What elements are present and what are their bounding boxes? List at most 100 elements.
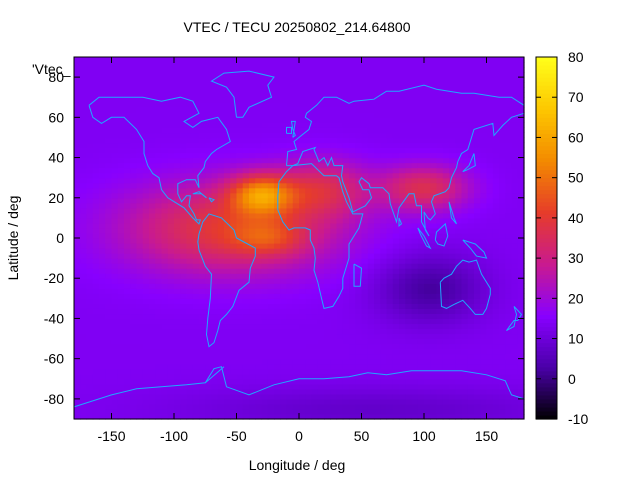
heatmap-cell [411, 92, 419, 98]
heatmap-cell [155, 308, 163, 315]
heatmap-cell [324, 62, 331, 68]
heatmap-cell [292, 117, 300, 123]
heatmap-cell [430, 403, 438, 410]
heatmap-cell [486, 333, 494, 340]
heatmap-cell [167, 232, 175, 239]
heatmap-cell [442, 67, 450, 73]
heatmap-cell [274, 107, 281, 113]
heatmap-cell [461, 278, 469, 284]
heatmap-cell [424, 87, 431, 93]
heatmap-cell [486, 172, 494, 179]
heatmap-cell [492, 57, 500, 63]
heatmap-cell [330, 72, 338, 78]
heatmap-cell [380, 142, 388, 149]
heatmap-cell [286, 398, 294, 405]
heatmap-cell [474, 363, 481, 370]
heatmap-cell [149, 258, 156, 264]
heatmap-cell [330, 258, 338, 264]
heatmap-cell [80, 157, 88, 164]
heatmap-cell [92, 132, 100, 139]
heatmap-cell [261, 142, 269, 149]
heatmap-cell [199, 313, 206, 320]
heatmap-cell [205, 137, 213, 144]
heatmap-cell [355, 408, 363, 415]
heatmap-cell [367, 97, 375, 103]
heatmap-cell [124, 87, 131, 93]
heatmap-cell [199, 157, 206, 164]
heatmap-cell [224, 353, 231, 360]
heatmap-cell [142, 72, 150, 78]
heatmap-cell [405, 313, 413, 320]
heatmap-cell [267, 273, 275, 279]
heatmap-cell [411, 303, 419, 309]
heatmap-cell [474, 77, 481, 83]
heatmap-cell [180, 278, 188, 284]
heatmap-cell [155, 92, 163, 98]
heatmap-cell [230, 408, 238, 415]
heatmap-cell [155, 413, 163, 420]
heatmap-cell [436, 408, 444, 415]
heatmap-cell [242, 142, 250, 149]
heatmap-cell [417, 363, 425, 370]
heatmap-cell [261, 343, 269, 350]
heatmap-cell [155, 368, 163, 375]
heatmap-cell [111, 268, 119, 274]
heatmap-cell [136, 323, 144, 330]
heatmap-cell [74, 97, 81, 103]
heatmap-cell [205, 248, 213, 254]
heatmap-cell [467, 172, 475, 179]
heatmap-cell [205, 62, 213, 68]
heatmap-cell [486, 152, 494, 159]
heatmap-cell [499, 157, 506, 164]
heatmap-cell [392, 67, 400, 73]
heatmap-cell [261, 232, 269, 239]
heatmap-cell [180, 222, 188, 229]
heatmap-cell [492, 187, 500, 194]
heatmap-cell [267, 348, 275, 355]
heatmap-cell [186, 308, 194, 315]
heatmap-cell [155, 112, 163, 118]
heatmap-cell [99, 142, 106, 149]
heatmap-cell [180, 127, 188, 134]
heatmap-cell [349, 232, 356, 239]
heatmap-cell [480, 338, 488, 345]
heatmap-cell [292, 222, 300, 229]
heatmap-cell [167, 177, 175, 184]
heatmap-cell [317, 263, 325, 269]
heatmap-cell [74, 278, 81, 284]
heatmap-cell [224, 97, 231, 103]
heatmap-cell [430, 187, 438, 194]
heatmap-cell [80, 192, 88, 199]
heatmap-cell [111, 253, 119, 259]
heatmap-cell [86, 413, 94, 420]
heatmap-cell [242, 227, 250, 234]
heatmap-cell [461, 243, 469, 249]
heatmap-cell [80, 323, 88, 330]
heatmap-cell [361, 303, 369, 309]
heatmap-cell [99, 268, 106, 274]
heatmap-cell [167, 333, 175, 340]
heatmap-cell [442, 413, 450, 420]
heatmap-cell [492, 378, 500, 385]
heatmap-cell [180, 293, 188, 299]
heatmap-cell [274, 318, 281, 325]
heatmap-cell [367, 92, 375, 98]
heatmap-cell [486, 187, 494, 194]
heatmap-cell [355, 278, 363, 284]
heatmap-cell [417, 318, 425, 325]
heatmap-cell [249, 97, 256, 103]
heatmap-cell [136, 283, 144, 289]
heatmap-cell [455, 258, 463, 264]
heatmap-cell [386, 273, 394, 279]
heatmap-cell [217, 167, 225, 174]
heatmap-cell [424, 92, 431, 98]
heatmap-cell [124, 67, 131, 73]
heatmap-cell [186, 177, 194, 184]
heatmap-cell [267, 232, 275, 239]
heatmap-cell [399, 152, 406, 159]
heatmap-cell [299, 393, 306, 400]
heatmap-cell [505, 388, 513, 395]
heatmap-cell [155, 57, 163, 63]
heatmap-cell [161, 338, 169, 345]
heatmap-cell [180, 403, 188, 410]
